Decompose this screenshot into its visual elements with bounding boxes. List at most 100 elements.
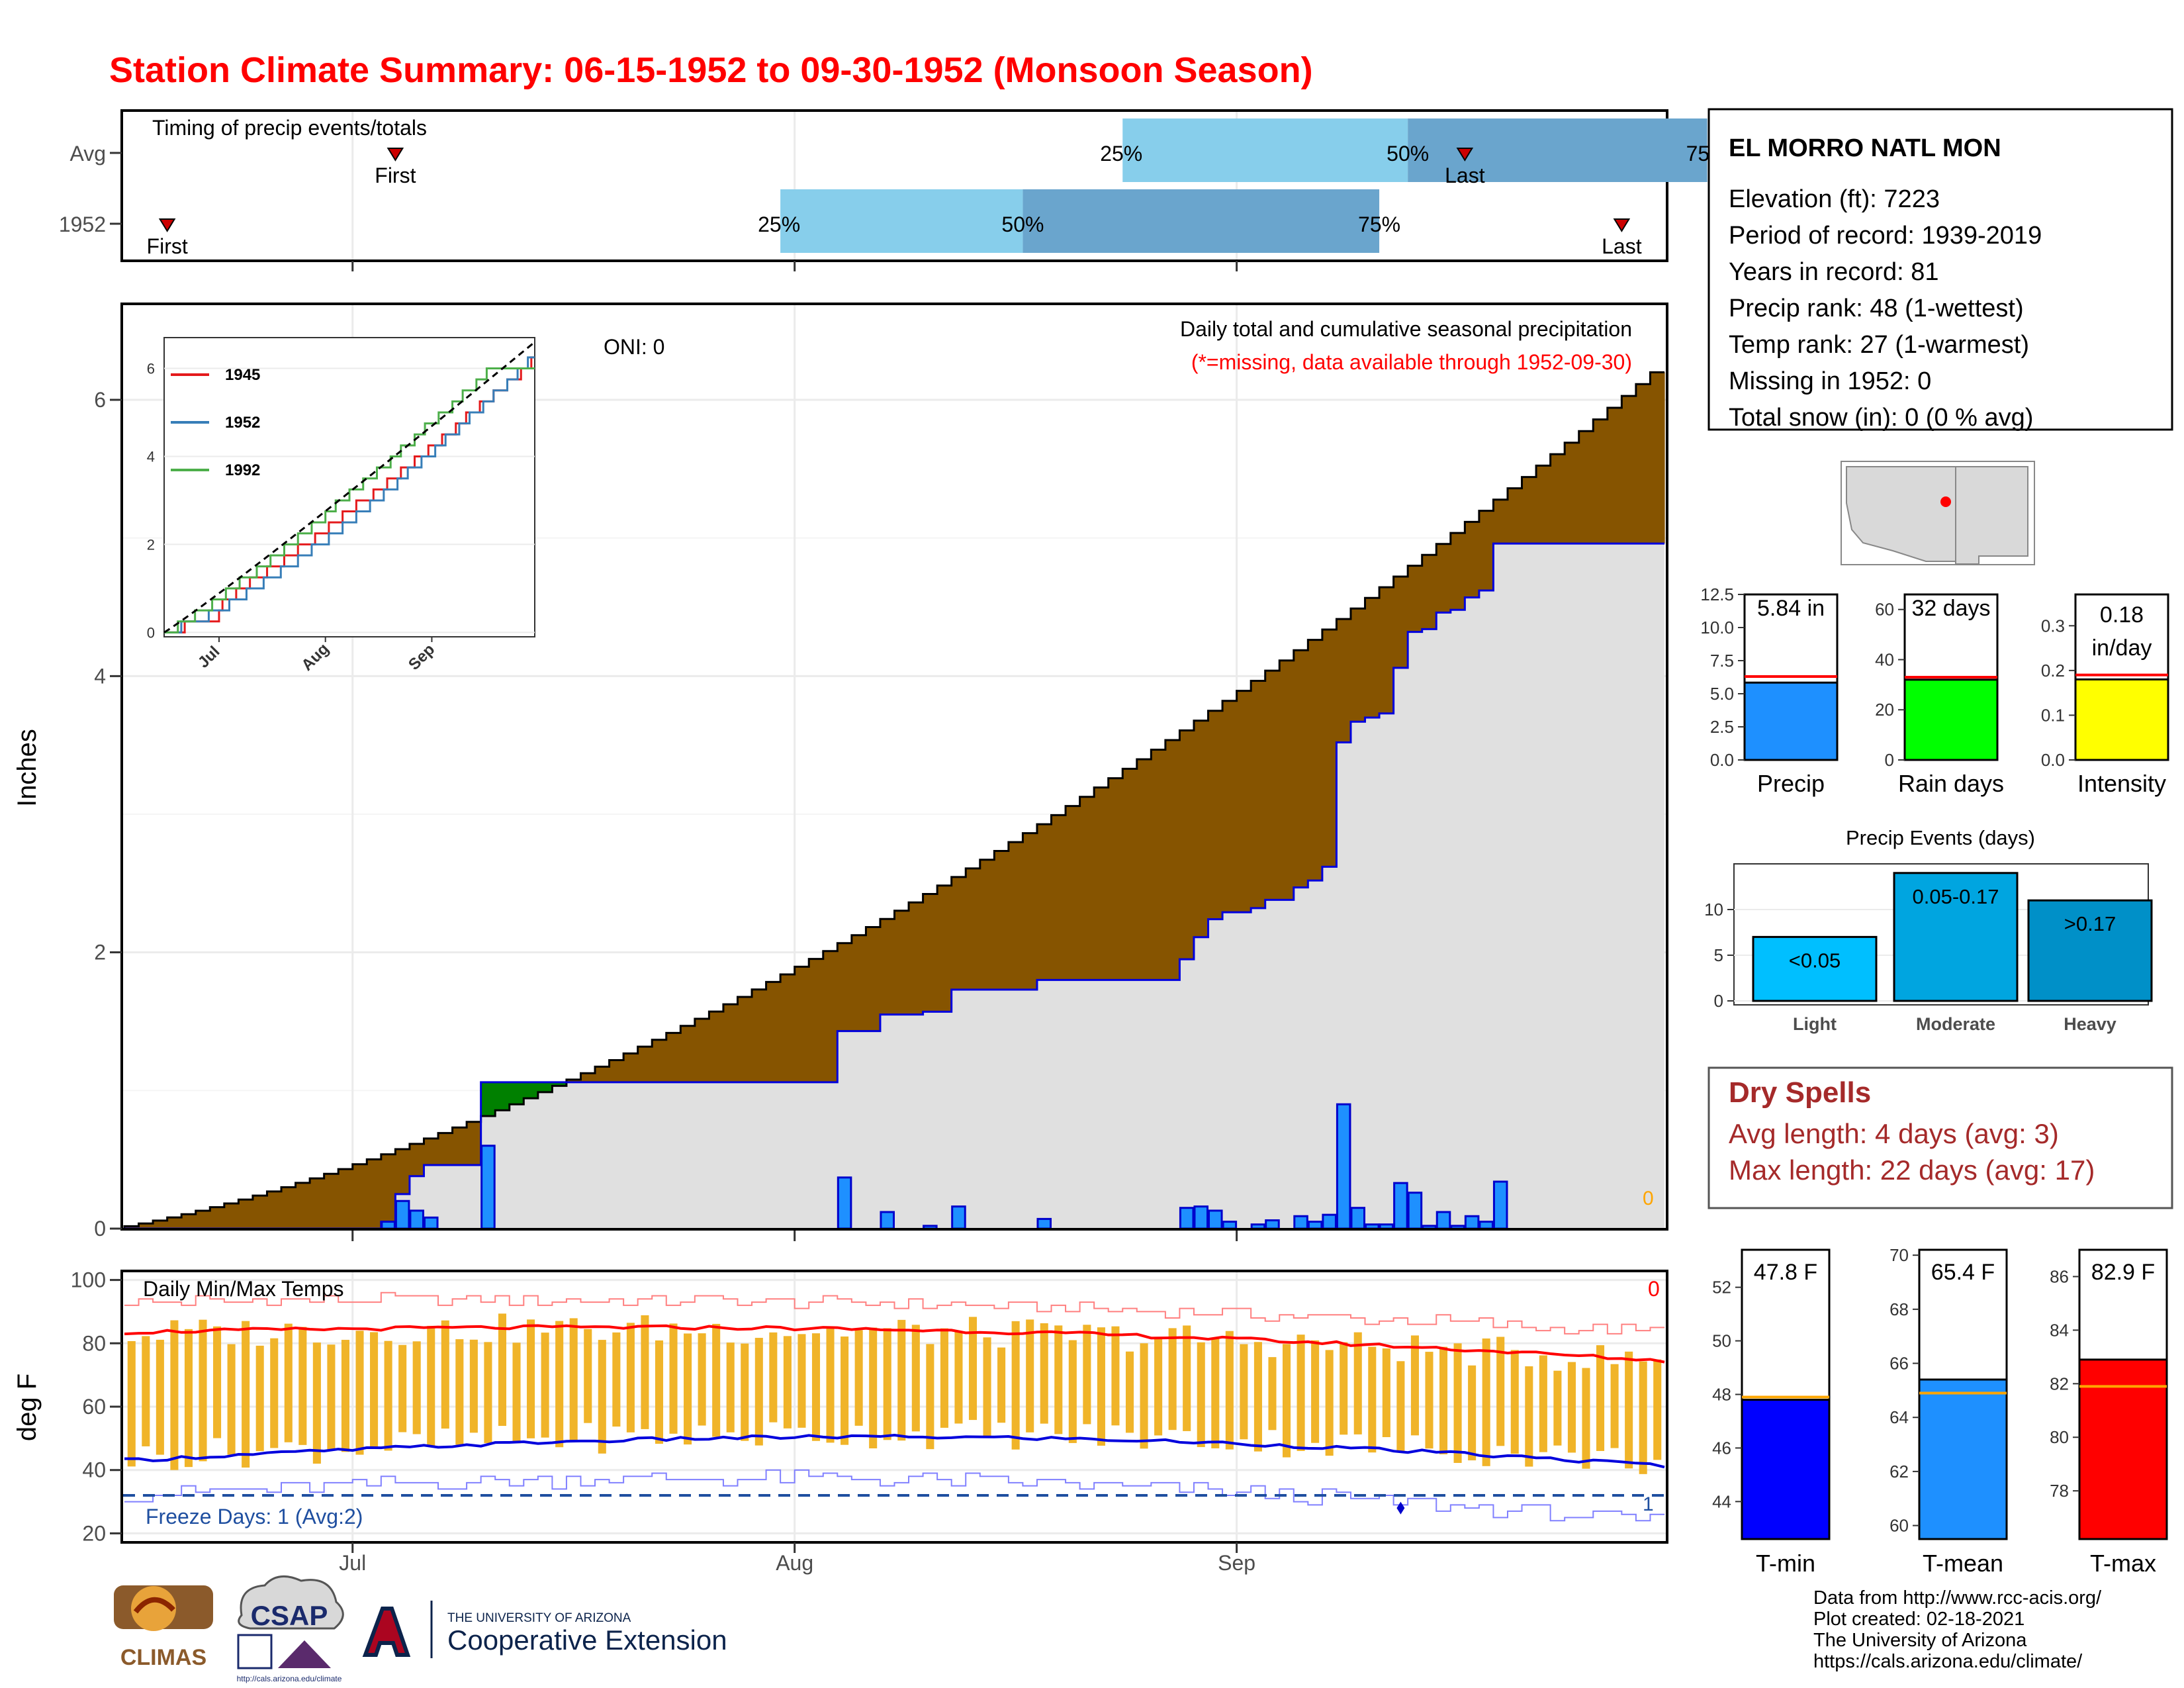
deficit-segment: [267, 1191, 282, 1229]
deficit-segment: [1350, 608, 1366, 722]
precip-missing-note: (*=missing, data available through 1952-…: [1191, 350, 1632, 374]
deficit-segment: [1379, 587, 1394, 714]
deficit-segment: [1193, 720, 1209, 937]
deficit-segment: [438, 1133, 453, 1166]
daily-temp-range-bar: [826, 1327, 835, 1443]
dry-spells-avg: Avg length: 4 days (avg: 3): [1729, 1118, 2059, 1149]
station-info-line: Elevation (ft): 7223: [1729, 185, 1940, 213]
temp-bar-tick-label: 86: [2050, 1266, 2069, 1286]
first-event-marker: [387, 148, 404, 162]
daily-temp-range-bar: [1097, 1327, 1105, 1446]
timing-q50-q75-bar: [1023, 189, 1380, 253]
csap-text: CSAP: [251, 1600, 328, 1631]
deficit-segment: [566, 1079, 582, 1082]
timing-q25-q50-bar: [1122, 118, 1408, 182]
surplus-segment: [509, 1082, 524, 1105]
deficit-segment: [1593, 419, 1608, 544]
record-min-line: [124, 1469, 1664, 1522]
deficit-segment: [652, 1039, 667, 1082]
daily-precip-bar: [1393, 1182, 1408, 1230]
timing-q25-q50-bar: [780, 189, 1023, 253]
daily-temp-range-bar: [1040, 1323, 1048, 1424]
deficit-segment: [338, 1169, 353, 1229]
daily-temp-range-bar: [669, 1323, 678, 1434]
oni-label: ONI: 0: [604, 335, 664, 359]
daily-temp-range-bar: [598, 1340, 606, 1454]
daily-temp-range-bar: [684, 1333, 692, 1445]
daily-temp-range-bar: [1282, 1344, 1291, 1458]
daily-temp-range-bar: [698, 1333, 706, 1426]
inset-ytick-label: 2: [147, 536, 155, 553]
deficit-segment: [195, 1211, 210, 1229]
summary-bar-fill: [2074, 678, 2169, 761]
daily-temp-range-bar: [441, 1320, 449, 1429]
daily-temp-range-bar: [1240, 1344, 1248, 1440]
daily-temp-range-bar: [1496, 1336, 1505, 1446]
deficit-segment: [1465, 522, 1480, 598]
deficit-segment: [1308, 639, 1323, 881]
deficit-segment: [1051, 815, 1066, 980]
daily-temp-range-bar: [1439, 1346, 1448, 1455]
page-title: Station Climate Summary: 06-15-1952 to 0…: [109, 50, 1313, 90]
precip-ytick-label: 6: [94, 388, 106, 412]
temp-bar-tick-label: 78: [2050, 1481, 2069, 1501]
deficit-segment: [1236, 690, 1251, 913]
deficit-segment: [723, 1004, 739, 1082]
temp-bar-value: 65.4 F: [1931, 1260, 1995, 1285]
inset-ytick-label: 0: [147, 624, 155, 641]
deficit-segment: [1293, 650, 1308, 888]
deficit-segment: [395, 1149, 410, 1194]
daily-temp-range-bar: [940, 1328, 948, 1428]
deficit-segment: [1265, 671, 1280, 900]
temp-ytick-label: 60: [82, 1395, 106, 1419]
daily-precip-bar: [951, 1205, 966, 1230]
temp-ytick-label: 20: [82, 1521, 106, 1545]
summary-bar-label: Rain days: [1898, 770, 2004, 797]
deficit-segment: [709, 1011, 724, 1082]
daily-temp-range-bar: [184, 1329, 193, 1468]
avg-min-temp-line: [124, 1434, 1665, 1469]
daily-temp-range-bar: [1253, 1342, 1262, 1452]
summary-bar-fill: [1903, 679, 1999, 761]
climas-logo: CLIMAS: [114, 1585, 213, 1670]
daily-temp-range-bar: [1083, 1325, 1091, 1425]
deficit-segment: [694, 1018, 709, 1082]
station-info-line: Total snow (in): 0 (0 % avg): [1729, 404, 2033, 432]
timing-p25: 25%: [1100, 142, 1142, 165]
daily-precip-bar: [1307, 1221, 1323, 1230]
precip-ytick-label: 2: [94, 941, 106, 964]
daily-temp-range-bar: [1525, 1366, 1533, 1467]
freeze-days-label: Freeze Days: 1 (Avg:2): [146, 1505, 363, 1528]
daily-temp-range-bar: [854, 1330, 863, 1426]
events-bar: [2027, 899, 2153, 1002]
temp-bar-tick-label: 80: [2050, 1427, 2069, 1447]
daily-temp-range-bar: [641, 1315, 649, 1429]
deficit-segment: [352, 1164, 367, 1229]
daily-temp-range-bar: [284, 1323, 293, 1442]
ua-line2: Cooperative Extension: [447, 1624, 727, 1656]
inset-legend-label: 1992: [225, 461, 260, 479]
inset-legend-label: 1952: [225, 414, 260, 432]
temp-bar-label: T-min: [1756, 1550, 1815, 1577]
daily-temp-range-bar: [270, 1338, 279, 1448]
daily-temp-range-bar: [569, 1318, 578, 1442]
deficit-segment: [1393, 576, 1408, 668]
daily-precip-bar: [1350, 1207, 1366, 1230]
timing-row-label: Avg: [69, 142, 106, 165]
deficit-segment: [637, 1047, 653, 1082]
deficit-segment: [324, 1174, 339, 1229]
deficit-segment: [851, 935, 867, 1031]
deficit-segment: [1036, 824, 1052, 980]
events-bar: [1893, 872, 2019, 1002]
deficit-segment: [780, 974, 796, 1082]
daily-temp-range-bar: [1610, 1364, 1619, 1448]
summary-bar-value: 5.84 in: [1757, 596, 1825, 621]
daily-temp-range-bar: [754, 1338, 763, 1446]
deficit-segment: [595, 1066, 610, 1082]
precip-ytick-label: 4: [94, 664, 106, 688]
deficit-segment: [1251, 680, 1266, 908]
daily-precip-bar: [1435, 1211, 1451, 1230]
deficit-segment: [937, 885, 952, 1012]
